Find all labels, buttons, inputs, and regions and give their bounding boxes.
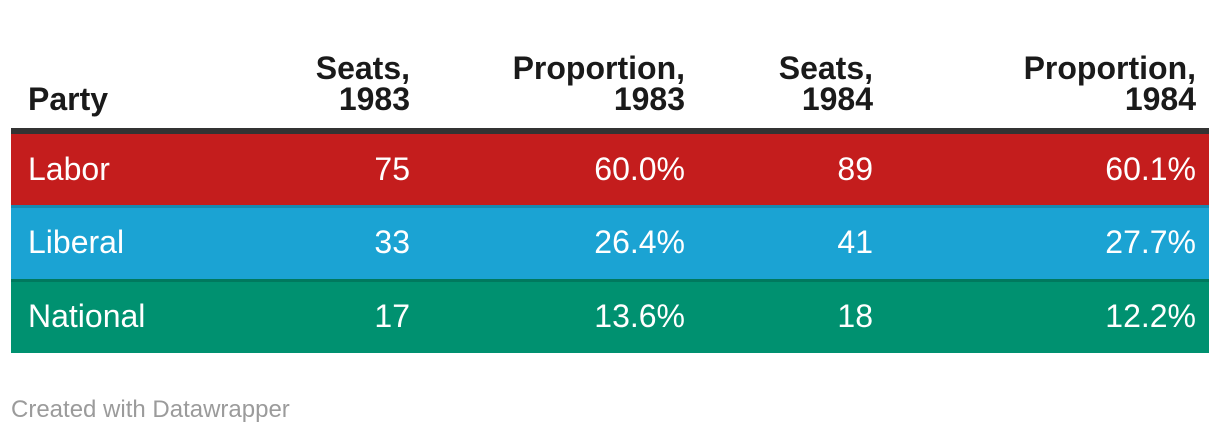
- cell-national-seats-1984: 18: [698, 279, 886, 353]
- cell-labor-seats-1984: 89: [837, 151, 873, 187]
- column-header-proportion-1983: Proportion, 1983: [423, 0, 698, 134]
- cell-liberal-seats-1984: 41: [698, 205, 886, 279]
- column-header-proportion-1984: Proportion, 1984: [886, 0, 1209, 134]
- cell-national-party: National: [11, 279, 263, 353]
- table-row-national: National 17 13.6% 18 12.2%: [11, 279, 1209, 353]
- cell-labor-party: Labor: [28, 151, 110, 187]
- cell-liberal-proportion-1984: 27.7%: [886, 205, 1209, 279]
- header-row: Party Seats, 1983 Proportion, 1983 Seats…: [11, 0, 1209, 134]
- cell-national-proportion-1984: 12.2%: [886, 279, 1209, 353]
- table-row-labor: Labor 75 60.0% 89 60.1%: [11, 131, 1209, 205]
- cell-liberal-proportion-1983: 26.4%: [423, 205, 698, 279]
- cell-labor-proportion-1983: 60.0%: [594, 151, 685, 187]
- column-header-seats-1984: Seats, 1984: [698, 0, 886, 134]
- column-header-party: Party: [11, 0, 263, 134]
- column-header-seats-1983: Seats, 1983: [263, 0, 423, 134]
- cell-liberal-seats-1983: 33: [263, 205, 423, 279]
- table-row-liberal: Liberal 33 26.4% 41 27.7%: [11, 205, 1209, 279]
- cell-labor-seats-1983: 75: [374, 151, 410, 187]
- cell-national-proportion-1983: 13.6%: [423, 279, 698, 353]
- cell-national-seats-1983: 17: [263, 279, 423, 353]
- cell-labor-proportion-1984: 60.1%: [1105, 151, 1196, 187]
- party-seats-table: Party Seats, 1983 Proportion, 1983 Seats…: [11, 0, 1209, 353]
- cell-liberal-party: Liberal: [11, 205, 263, 279]
- datawrapper-attribution-link[interactable]: Created with Datawrapper: [11, 396, 290, 423]
